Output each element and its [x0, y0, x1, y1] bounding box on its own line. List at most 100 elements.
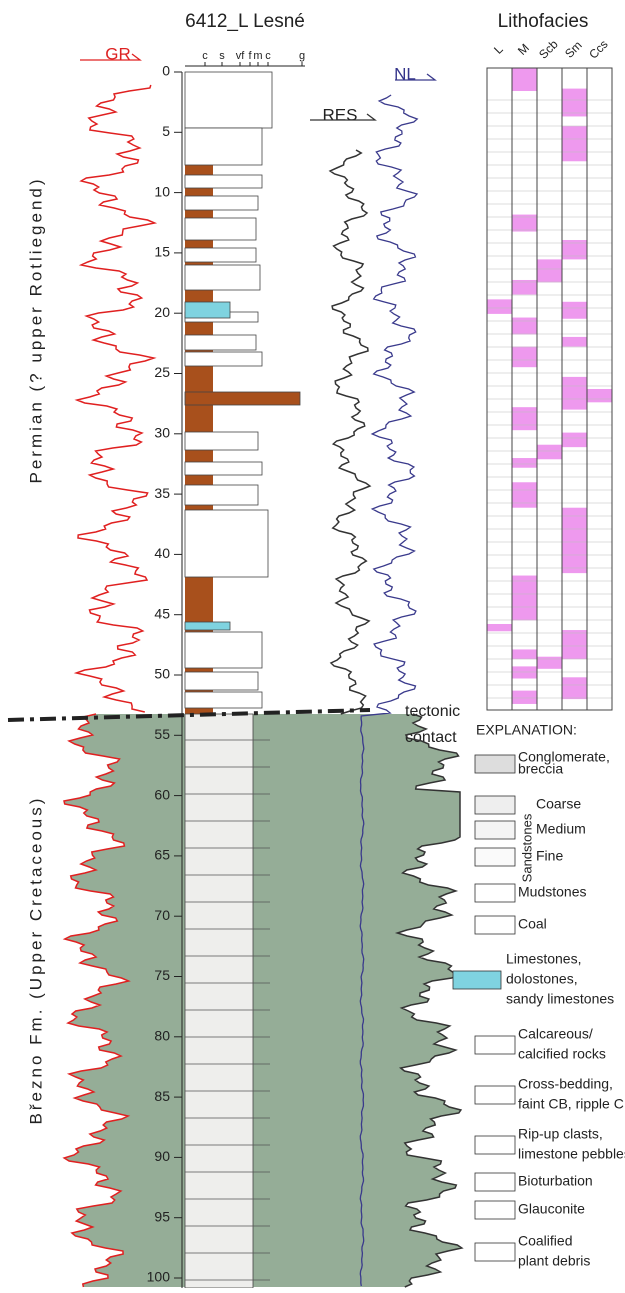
lithology-sand: [185, 128, 262, 165]
legend-label: plant debris: [518, 1253, 590, 1269]
depth-label: 100: [147, 1269, 171, 1285]
facies-interval: [562, 126, 587, 161]
legend-swatch: [475, 755, 515, 773]
legend-label: Coarse: [536, 796, 581, 812]
grain-label: f: [248, 50, 252, 62]
legend-label: calcified rocks: [518, 1046, 606, 1062]
lithology-sand: [185, 692, 262, 708]
facies-interval: [562, 508, 587, 573]
legend-swatch: [475, 1243, 515, 1261]
facies-interval: [562, 89, 587, 117]
depth-label: 5: [162, 123, 170, 139]
lithology-sand: [185, 510, 268, 577]
facies-label: Scb: [536, 37, 561, 62]
facies-interval: [562, 377, 587, 410]
legend-label: Bioturbation: [518, 1173, 593, 1189]
depth-label: 80: [154, 1028, 170, 1044]
res-label: RES: [323, 105, 358, 124]
grain-label: g: [299, 50, 305, 62]
depth-label: 95: [154, 1208, 170, 1224]
grain-label: vf: [236, 50, 246, 62]
legend-label: faint CB, ripple CB: [518, 1096, 625, 1112]
facies-interval: [512, 347, 537, 368]
depth-label: 35: [154, 485, 170, 501]
explanation-title: EXPLANATION:: [476, 722, 577, 738]
legend-swatch: [475, 1201, 515, 1219]
facies-interval: [512, 691, 537, 704]
legend-label: Coalified: [518, 1233, 572, 1249]
lithology-sand: [185, 352, 262, 366]
facies-interval: [562, 677, 587, 699]
lithology-limestone: [185, 622, 230, 630]
lithology-sand: [185, 175, 262, 188]
grain-label: c: [202, 50, 208, 62]
well-log: 6412_L Lesné Lithofacies GR RES NL tecto…: [0, 0, 625, 1288]
lithology-sand: [185, 392, 300, 405]
depth-label: 30: [154, 425, 170, 441]
legend-label: Medium: [536, 821, 586, 837]
facies-interval: [512, 666, 537, 678]
legend-swatch: [475, 1036, 515, 1054]
facies-interval: [512, 482, 537, 507]
facies-label: L: [491, 42, 506, 57]
lithology-sand: [185, 218, 256, 240]
depth-label: 45: [154, 605, 170, 621]
unit-label: Březno Fm. (Upper Cretaceous): [26, 796, 45, 1125]
facies-interval: [562, 433, 587, 448]
legend-label: Glauconite: [518, 1201, 585, 1217]
facies-interval: [562, 337, 587, 347]
lithology-limestone: [185, 302, 230, 318]
legend-label: Coal: [518, 916, 547, 932]
legend-label: sandy limestones: [506, 991, 614, 1007]
facies-interval: [537, 657, 562, 669]
facies-label: Ccs: [586, 37, 611, 62]
grain-label: m: [253, 50, 262, 62]
legend-swatch: [475, 848, 515, 866]
legend-swatch: [475, 884, 515, 902]
lithology-sand: [185, 485, 258, 505]
depth-label: 90: [154, 1148, 170, 1164]
annotation: tectonic: [405, 703, 460, 720]
facies-label: Sm: [562, 38, 585, 61]
facies-interval: [512, 318, 537, 335]
legend-group: Sandstones: [519, 813, 534, 882]
legend-swatch: [475, 1086, 515, 1104]
lithology-sand: [185, 196, 258, 210]
legend-label: Rip-up clasts,: [518, 1126, 603, 1142]
depth-label: 60: [154, 786, 170, 802]
gr-curve: [76, 85, 154, 712]
depth-label: 10: [154, 183, 170, 199]
formation-fill: [64, 714, 462, 1287]
lithology-sand: [185, 248, 256, 262]
legend-swatch: [475, 1173, 515, 1191]
legend-label: Cross-bedding,: [518, 1076, 613, 1092]
facies-interval: [587, 389, 612, 402]
facies-label: M: [515, 41, 532, 58]
legend-swatch: [475, 1136, 515, 1154]
annotation: contact: [405, 729, 457, 746]
depth-label: 65: [154, 847, 170, 863]
facies-interval: [512, 68, 537, 91]
depth-label: 15: [154, 244, 170, 260]
facies-interval: [562, 630, 587, 659]
grain-label: s: [219, 50, 225, 62]
unit-label: Permian (? upper Rotliegend): [26, 176, 45, 483]
legend-label: Mudstones: [518, 884, 586, 900]
lithology-sand: [185, 714, 253, 1288]
depth-label: 40: [154, 545, 170, 561]
facies-interval: [512, 458, 537, 468]
depth-label: 75: [154, 967, 170, 983]
facies-interval: [487, 299, 512, 314]
lithofacies-title: Lithofacies: [498, 11, 589, 32]
depth-label: 85: [154, 1088, 170, 1104]
legend-label: Fine: [536, 848, 563, 864]
depth-label: 0: [162, 63, 170, 79]
lithology-sand: [185, 462, 262, 475]
depth-label: 25: [154, 364, 170, 380]
res-curve: [330, 150, 370, 714]
facies-interval: [512, 576, 537, 621]
depth-label: 50: [154, 666, 170, 682]
facies-interval: [562, 302, 587, 319]
depth-label: 20: [154, 304, 170, 320]
lithology-sand: [185, 72, 272, 128]
